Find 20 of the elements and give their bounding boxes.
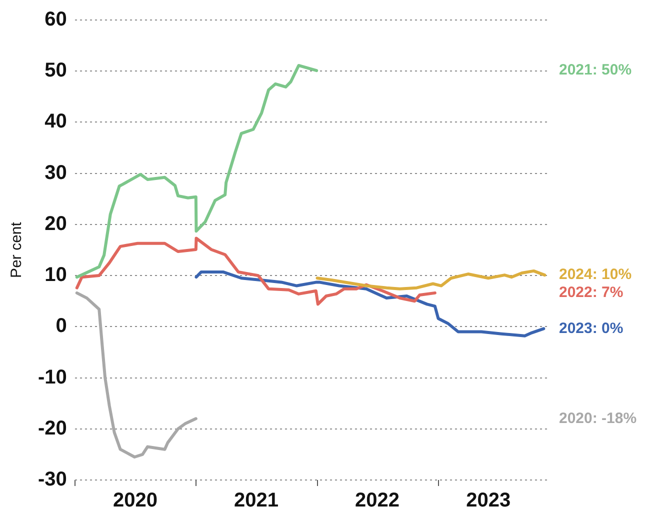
x-tick-label: 2020 [112,490,158,512]
y-tick-label: 0 [56,315,67,338]
text: 2020: -18% [559,410,637,427]
y-tick-label: 30 [44,162,67,184]
y-tick-label: 20 [44,212,67,235]
text: 2022: 7% [559,284,624,302]
series-label: 2023: 0% [559,320,624,337]
y-tick-label: 40 [44,110,67,133]
y-tick-label: 60 [44,8,67,31]
x-tick-label: 2021 [234,490,278,512]
y-tick-label: -30 [38,468,67,491]
y-tick-label: 10 [44,264,67,286]
y-tick-label: 50 [44,60,67,82]
x-tick-label: 2023 [466,490,511,512]
y-tick-label: -20 [38,417,67,440]
y-tick-label: -10 [38,366,67,388]
y-axis-title: Per cent [8,221,26,278]
series-label: 2024: 10% [559,266,632,284]
x-tick-label: 2022 [355,490,400,512]
text: 2021: 50% [559,62,632,79]
